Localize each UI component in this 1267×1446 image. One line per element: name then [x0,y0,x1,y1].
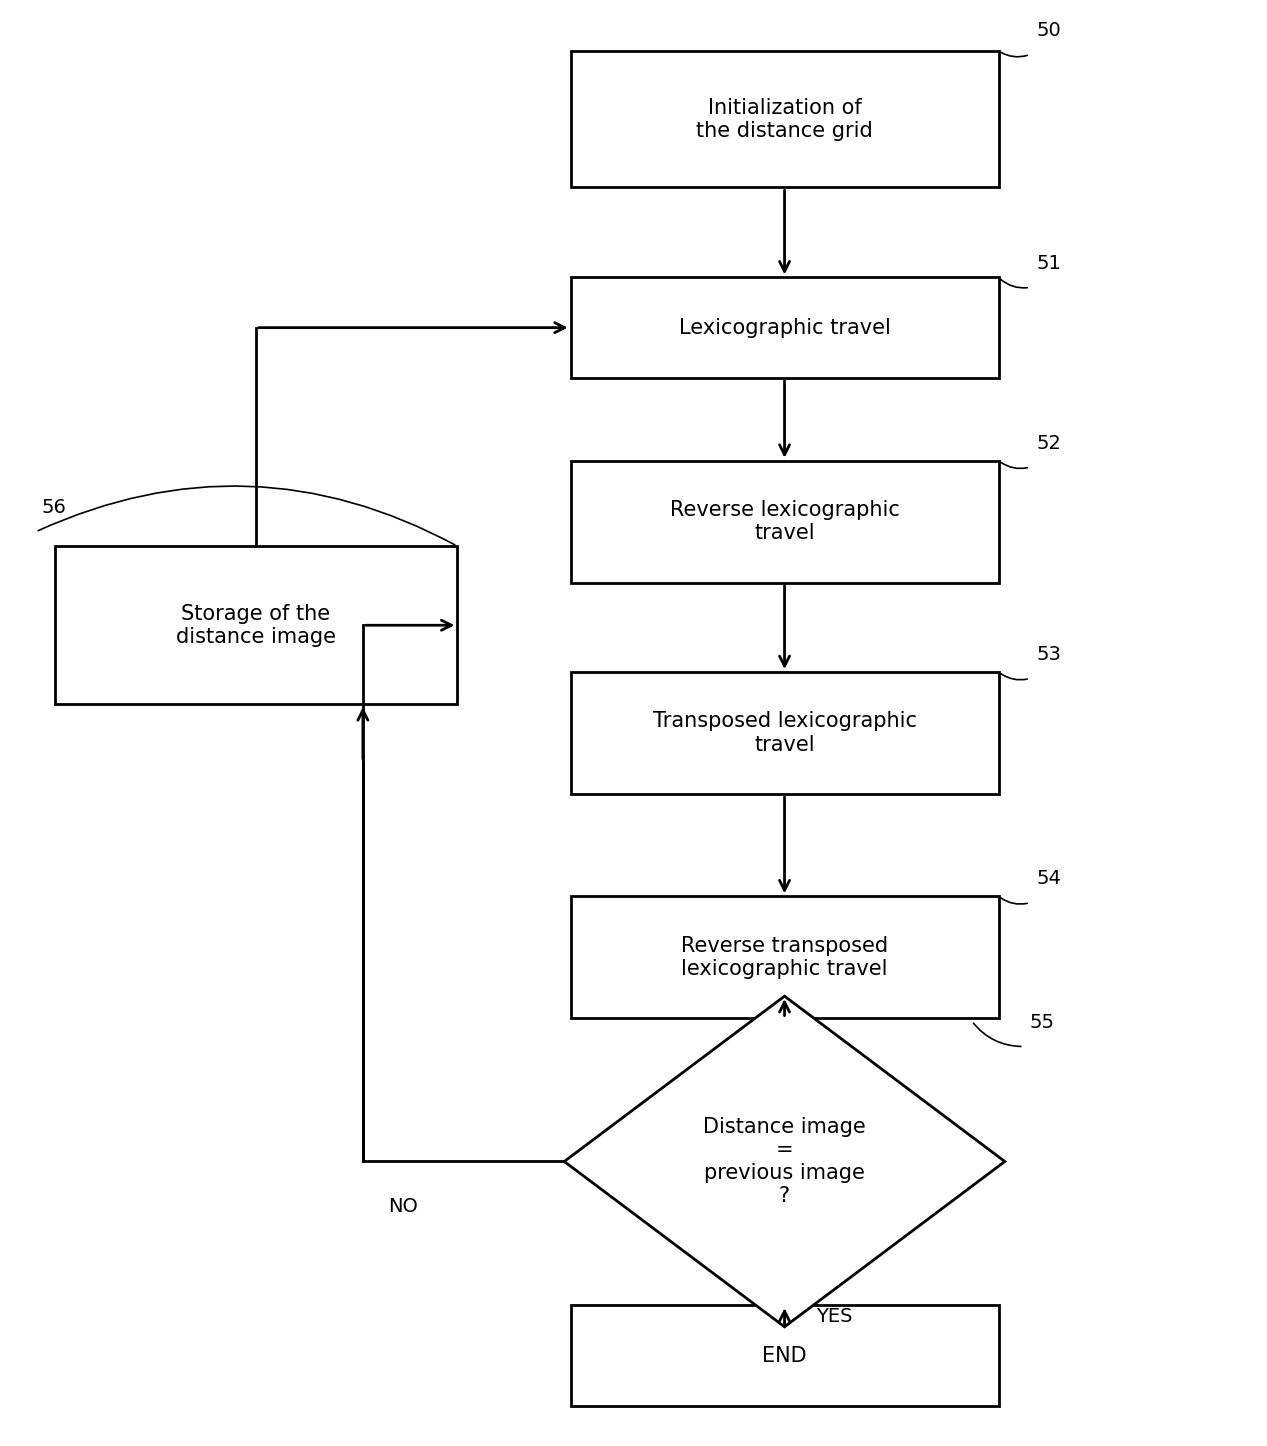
Text: Transposed lexicographic
travel: Transposed lexicographic travel [653,711,916,755]
FancyBboxPatch shape [570,278,998,377]
Text: 55: 55 [1030,1014,1055,1032]
FancyBboxPatch shape [570,1306,998,1406]
Text: END: END [763,1346,807,1365]
Text: 52: 52 [1036,434,1062,453]
FancyBboxPatch shape [570,897,998,1018]
Text: Distance image
=
previous image
?: Distance image = previous image ? [703,1116,865,1206]
Text: 50: 50 [1036,22,1060,40]
Text: Lexicographic travel: Lexicographic travel [679,318,891,338]
Text: 53: 53 [1036,645,1062,664]
FancyBboxPatch shape [54,547,457,704]
Text: YES: YES [816,1307,853,1326]
Text: NO: NO [388,1197,418,1216]
Text: Initialization of
the distance grid: Initialization of the distance grid [696,97,873,140]
FancyBboxPatch shape [570,51,998,188]
FancyBboxPatch shape [570,672,998,794]
Text: Reverse transposed
lexicographic travel: Reverse transposed lexicographic travel [680,936,888,979]
Text: Reverse lexicographic
travel: Reverse lexicographic travel [669,500,900,544]
Polygon shape [564,996,1005,1327]
Text: Storage of the
distance image: Storage of the distance image [176,603,336,646]
Text: 51: 51 [1036,254,1062,273]
Text: 54: 54 [1036,869,1062,888]
Text: 56: 56 [42,499,67,518]
FancyBboxPatch shape [570,461,998,583]
